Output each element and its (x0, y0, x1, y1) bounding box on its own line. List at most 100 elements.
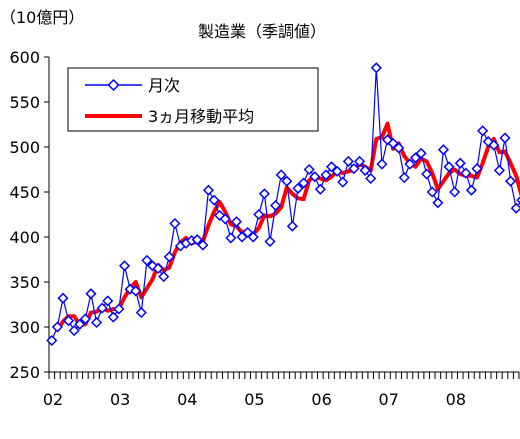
series-line-monthly (51, 67, 520, 341)
y-tick-label: 600 (9, 48, 40, 67)
data-point-monthly (510, 202, 520, 214)
data-point-monthly (275, 169, 287, 181)
data-point-monthly (270, 199, 282, 212)
y-tick-label: 550 (9, 93, 40, 112)
data-point-monthly (465, 184, 478, 196)
data-point-monthly (359, 164, 371, 176)
data-point-monthly (449, 186, 461, 198)
x-tick-label: 02 (43, 390, 63, 409)
x-tick-label: 03 (110, 390, 130, 409)
data-point-monthly (141, 254, 153, 266)
data-point-monthly (130, 285, 142, 297)
data-point-monthly (286, 220, 298, 232)
data-point-monthly (102, 295, 114, 307)
data-point-monthly (219, 213, 231, 225)
series-layer (46, 62, 520, 347)
data-point-monthly (163, 251, 175, 263)
data-point-monthly (107, 311, 119, 323)
y-tick-label: 450 (9, 183, 40, 202)
data-point-monthly (113, 303, 125, 315)
data-point-monthly (57, 292, 69, 304)
data-point-monthly (421, 168, 433, 180)
data-point-monthly (320, 169, 332, 181)
data-point-monthly (365, 172, 377, 185)
data-point-monthly (152, 262, 164, 275)
data-point-monthly (124, 283, 136, 295)
x-tick-label: 06 (311, 390, 331, 409)
x-axis: 02 03 04 05 06 07 08 (43, 371, 520, 409)
data-point-monthly (516, 196, 520, 204)
data-point-monthly (325, 161, 338, 173)
data-point-monthly (404, 158, 416, 170)
data-point-monthly (258, 188, 270, 200)
data-point-monthly (309, 171, 321, 183)
data-point-monthly (426, 186, 438, 198)
y-tick-label: 350 (9, 273, 40, 292)
data-point-monthly (314, 183, 326, 195)
data-point-monthly (79, 313, 91, 325)
data-point-monthly (398, 172, 410, 184)
data-point-monthly (353, 155, 366, 167)
data-point-monthly (471, 163, 483, 175)
data-point-monthly (387, 137, 399, 149)
x-tick-label: 07 (379, 390, 399, 409)
x-tick-label: 04 (177, 390, 197, 409)
unit-label: （10億円） (0, 8, 84, 27)
data-point-monthly (342, 155, 354, 167)
y-tick-label: 250 (9, 363, 40, 382)
data-point-monthly (499, 132, 511, 144)
data-point-monthly (214, 209, 226, 221)
data-point-monthly (90, 316, 103, 329)
data-point-monthly (376, 158, 388, 170)
data-point-monthly (191, 234, 203, 246)
legend-box (67, 67, 319, 132)
data-point-monthly (230, 216, 243, 228)
data-point-monthly (409, 152, 422, 164)
data-point-monthly (264, 235, 276, 248)
data-point-monthly (135, 307, 147, 319)
data-point-monthly (348, 163, 360, 175)
legend: 月次 3ヵ月移動平均 (67, 67, 319, 132)
data-point-monthly (292, 182, 304, 194)
data-point-monthly (393, 142, 405, 154)
data-point-monthly (253, 208, 265, 221)
data-point-monthly (493, 164, 505, 176)
data-point-monthly (236, 231, 248, 243)
x-tick-label: 08 (446, 390, 466, 409)
data-point-monthly (454, 157, 466, 169)
y-tick-label: 400 (9, 228, 40, 247)
data-point-monthly (96, 302, 108, 314)
data-point-monthly (63, 315, 75, 327)
data-point-monthly (158, 271, 170, 283)
data-point-monthly (437, 144, 450, 156)
data-point-monthly (505, 175, 517, 187)
data-point-monthly (337, 176, 349, 188)
data-point-monthly (74, 318, 86, 330)
legend-marker-monthly (107, 78, 120, 92)
data-point-monthly (381, 134, 394, 146)
data-point-monthly (432, 197, 444, 209)
data-point-monthly (331, 165, 343, 177)
data-point-monthly (146, 260, 159, 272)
data-point-monthly (46, 334, 58, 347)
y-axis: 250 300 350 400 450 500 550 600 (9, 48, 50, 382)
data-point-monthly (247, 231, 259, 243)
data-point-monthly (460, 167, 472, 179)
data-point-monthly (197, 239, 209, 251)
legend-label-monthly: 月次 (148, 76, 180, 95)
data-point-monthly (118, 260, 131, 272)
y-tick-label: 300 (9, 318, 40, 337)
data-point-monthly (85, 288, 97, 300)
data-point-monthly (202, 184, 215, 196)
data-point-monthly (443, 161, 455, 173)
data-point-monthly (370, 62, 382, 74)
data-point-monthly (303, 163, 315, 176)
data-point-monthly (51, 321, 63, 333)
x-tick-label: 05 (244, 390, 264, 409)
data-point-monthly (477, 125, 489, 137)
data-point-monthly (169, 217, 181, 230)
data-point-monthly (225, 232, 237, 244)
y-tick-label: 500 (9, 138, 40, 157)
data-point-monthly (415, 147, 427, 159)
